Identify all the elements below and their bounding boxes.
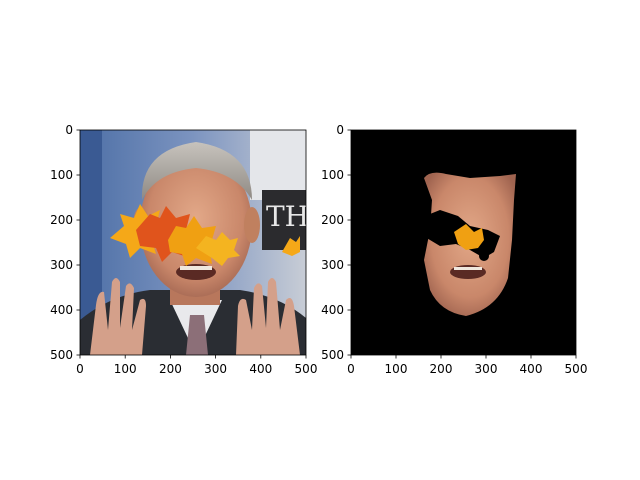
right-y-tick-label: 500 bbox=[321, 348, 344, 362]
right-y-tick-label: 400 bbox=[321, 303, 344, 317]
left-y-tick-label: 300 bbox=[50, 258, 73, 272]
right-x-tick-label: 500 bbox=[565, 362, 588, 376]
left-x-tick-label: 500 bbox=[295, 362, 318, 376]
right-axes-frame bbox=[350, 129, 577, 356]
left-y-tick-label: 100 bbox=[50, 168, 73, 182]
right-image bbox=[351, 130, 576, 355]
left-image: TH bbox=[80, 130, 309, 355]
left-x-tick-label: 200 bbox=[159, 362, 182, 376]
leaf-overlay-group bbox=[110, 204, 300, 266]
left-x-tick-label: 400 bbox=[249, 362, 272, 376]
right-x-tick-label: 400 bbox=[520, 362, 543, 376]
left-y-tick-label: 400 bbox=[50, 303, 73, 317]
right-y-tick-label: 100 bbox=[321, 168, 344, 182]
right-x-tick-label: 0 bbox=[347, 362, 355, 376]
left-x-tick-label: 0 bbox=[76, 362, 84, 376]
svg-text:TH: TH bbox=[266, 200, 309, 233]
left-image-panel: TH bbox=[80, 130, 309, 355]
left-x-tick-label: 100 bbox=[114, 362, 137, 376]
right-y-tick-label: 0 bbox=[336, 123, 344, 137]
right-y-tick-label: 300 bbox=[321, 258, 344, 272]
right-x-tick-label: 100 bbox=[385, 362, 408, 376]
left-y-tick-label: 0 bbox=[65, 123, 73, 137]
right-image-panel bbox=[351, 130, 576, 355]
left-x-tick-label: 300 bbox=[204, 362, 227, 376]
left-y-tick-label: 500 bbox=[50, 348, 73, 362]
right-y-tick-label: 200 bbox=[321, 213, 344, 227]
right-x-tick-label: 200 bbox=[430, 362, 453, 376]
right-x-tick-label: 300 bbox=[475, 362, 498, 376]
left-axes-frame bbox=[79, 129, 307, 356]
left-y-tick-label: 200 bbox=[50, 213, 73, 227]
